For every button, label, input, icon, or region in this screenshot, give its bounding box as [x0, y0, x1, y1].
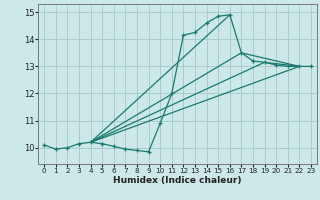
- X-axis label: Humidex (Indice chaleur): Humidex (Indice chaleur): [113, 176, 242, 185]
